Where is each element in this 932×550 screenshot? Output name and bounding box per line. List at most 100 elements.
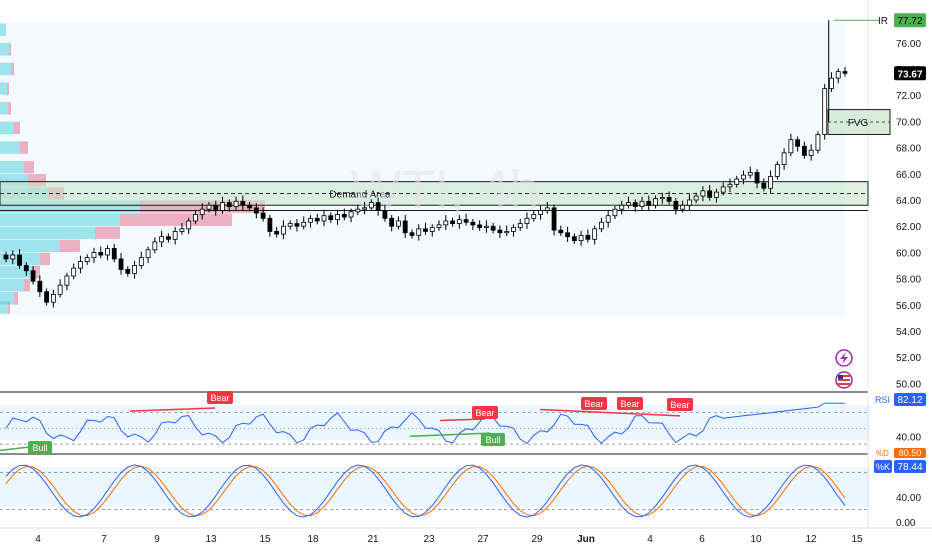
candle[interactable] [341, 208, 347, 221]
candle[interactable] [747, 166, 753, 179]
candle[interactable] [842, 67, 848, 77]
candle[interactable] [659, 192, 665, 204]
candle[interactable] [761, 178, 767, 192]
candle[interactable] [531, 211, 537, 222]
candle[interactable] [375, 198, 381, 216]
candle[interactable] [774, 161, 780, 180]
candle[interactable] [666, 191, 672, 205]
candle[interactable] [348, 208, 354, 223]
candle[interactable] [646, 195, 652, 211]
candle[interactable] [551, 204, 557, 236]
candle[interactable] [456, 215, 462, 229]
candle[interactable] [274, 226, 280, 238]
candle[interactable] [355, 204, 361, 216]
candle[interactable] [294, 219, 300, 232]
candle[interactable] [159, 230, 165, 248]
candle[interactable] [152, 237, 158, 254]
candle[interactable] [470, 219, 476, 231]
candle[interactable] [253, 203, 259, 219]
candle[interactable] [714, 188, 719, 203]
candle[interactable] [233, 196, 239, 210]
candle[interactable] [240, 195, 246, 211]
candle[interactable] [328, 212, 334, 223]
candle[interactable] [193, 209, 198, 225]
candle[interactable] [443, 215, 449, 231]
candle[interactable] [145, 246, 151, 263]
candle[interactable] [511, 224, 516, 237]
candle[interactable] [578, 230, 584, 246]
candle[interactable] [808, 144, 814, 161]
candle[interactable] [84, 254, 90, 265]
lightning-icon[interactable] [835, 349, 853, 367]
candle[interactable] [125, 266, 131, 277]
candle[interactable] [693, 192, 699, 204]
candle[interactable] [389, 215, 395, 232]
candle[interactable] [680, 200, 686, 213]
candle[interactable] [267, 215, 273, 237]
candle[interactable] [673, 198, 679, 215]
candle[interactable] [321, 209, 327, 227]
candle[interactable] [720, 182, 726, 196]
candle[interactable] [504, 225, 510, 237]
candle[interactable] [754, 169, 760, 189]
candle[interactable] [788, 133, 794, 157]
candle[interactable] [368, 199, 374, 212]
candle[interactable] [402, 215, 408, 238]
candle[interactable] [639, 196, 645, 210]
candle[interactable] [179, 222, 185, 235]
candle[interactable] [64, 272, 70, 291]
candle[interactable] [10, 250, 16, 265]
candle[interactable] [260, 207, 266, 222]
candle[interactable] [822, 84, 828, 140]
candle[interactable] [585, 229, 591, 243]
candle[interactable] [829, 72, 834, 92]
candle[interactable] [186, 217, 192, 235]
candle[interactable] [30, 266, 36, 285]
candle[interactable] [199, 203, 205, 220]
candle[interactable] [686, 194, 692, 211]
candle[interactable] [172, 226, 178, 245]
candle[interactable] [734, 175, 740, 188]
candle[interactable] [632, 199, 638, 212]
candle[interactable] [517, 219, 523, 231]
candle[interactable] [57, 279, 63, 298]
candle[interactable] [571, 233, 577, 244]
candle[interactable] [206, 201, 212, 213]
candle[interactable] [23, 262, 29, 276]
candle[interactable] [497, 225, 503, 238]
candle[interactable] [538, 205, 543, 220]
candle[interactable] [287, 220, 293, 230]
candle[interactable] [3, 251, 9, 263]
candle[interactable] [98, 246, 104, 259]
candle[interactable] [700, 186, 706, 202]
candle[interactable] [483, 220, 489, 233]
candle[interactable] [524, 212, 530, 229]
candle[interactable] [477, 220, 483, 231]
candle[interactable] [17, 249, 22, 269]
candle[interactable] [544, 201, 550, 214]
candle[interactable] [835, 68, 841, 84]
candle[interactable] [490, 222, 496, 234]
candle[interactable] [226, 199, 232, 212]
candle[interactable] [138, 251, 144, 269]
us-flag-icon[interactable] [835, 371, 853, 389]
candle[interactable] [450, 217, 455, 227]
candle[interactable] [118, 253, 124, 275]
candle[interactable] [382, 204, 388, 222]
candle[interactable] [111, 243, 117, 263]
candle[interactable] [308, 215, 313, 228]
candle[interactable] [71, 263, 77, 280]
candle[interactable] [768, 170, 773, 194]
candle[interactable] [220, 196, 225, 214]
candle[interactable] [619, 200, 625, 215]
candle[interactable] [362, 201, 368, 215]
candle[interactable] [558, 225, 564, 237]
candle[interactable] [165, 233, 171, 243]
candle[interactable] [741, 170, 746, 185]
candle[interactable] [626, 196, 631, 209]
candle[interactable] [781, 148, 787, 170]
candle[interactable] [416, 224, 422, 241]
candle[interactable] [132, 260, 137, 279]
candle[interactable] [592, 225, 598, 245]
